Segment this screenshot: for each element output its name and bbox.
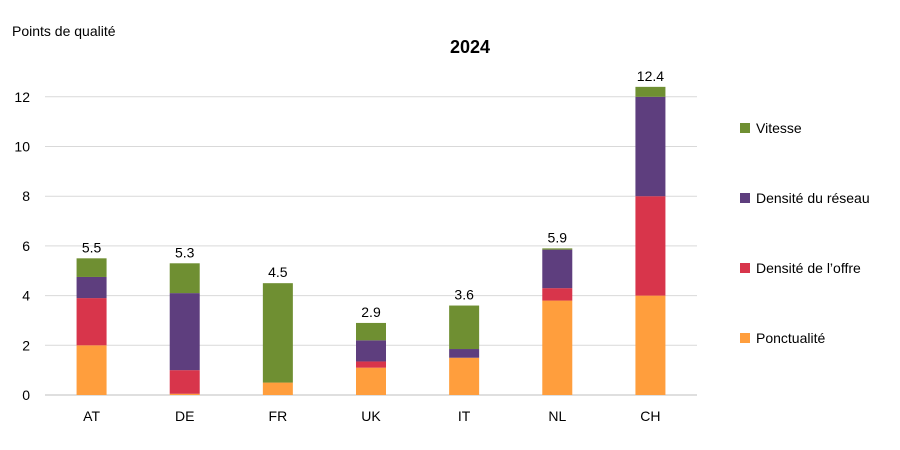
y-tick-label: 8: [22, 188, 30, 204]
total-label: 5.9: [548, 229, 568, 245]
x-tick-label: UK: [361, 408, 381, 424]
bar-segment: [449, 305, 480, 350]
bar-segment: [76, 276, 107, 299]
x-tick-label: NL: [548, 408, 566, 424]
legend-swatch: [740, 333, 750, 343]
bar-segment: [262, 283, 293, 383]
bar-segment: [356, 322, 386, 341]
bar-segment: [449, 357, 480, 395]
bar-segment: [169, 393, 200, 395]
legend-swatch: [740, 123, 750, 133]
legend-swatch: [740, 193, 750, 203]
legend-swatch: [740, 263, 750, 273]
x-tick-label: IT: [458, 408, 471, 424]
total-labels: 5.5 5.3 4.5 2.9 3.6 5.9 12.4: [82, 68, 664, 320]
bar-segment: [542, 249, 573, 289]
total-label: 5.5: [82, 239, 102, 255]
y-tick-label: 10: [14, 139, 30, 155]
legend-label: Densité de l’offre: [756, 260, 861, 276]
x-tick-label: DE: [175, 408, 194, 424]
legend-label: Ponctualité: [756, 330, 825, 346]
bar-segment: [635, 96, 666, 197]
bar-segment: [449, 349, 480, 358]
x-tick-label: CH: [640, 408, 660, 424]
bar-segment: [76, 298, 107, 346]
bar-segment: [356, 361, 386, 368]
bar-segment: [356, 367, 386, 395]
bar-segment: [262, 382, 293, 395]
chart-title: 2024: [450, 37, 490, 57]
bar-segment: [169, 370, 200, 394]
x-tick-labels: AT DE FR UK IT NL CH: [83, 408, 660, 424]
bar-segment: [635, 295, 666, 395]
bars: [76, 86, 666, 395]
total-label: 5.3: [175, 244, 195, 260]
legend: Vitesse Densité du réseau Densité de l’off…: [740, 120, 870, 346]
bar-segment: [542, 288, 573, 301]
legend-label: Densité du réseau: [756, 190, 870, 206]
y-axis-label: Points de qualité: [12, 23, 116, 39]
bar-segment: [169, 263, 200, 294]
bar-segment: [635, 196, 666, 296]
y-tick-label: 12: [14, 89, 30, 105]
y-tick-label: 4: [22, 288, 30, 304]
x-tick-label: AT: [83, 408, 100, 424]
bar-segment: [542, 300, 573, 395]
y-tick-label: 0: [22, 387, 30, 403]
bar-segment: [169, 293, 200, 371]
y-tick-labels: 0 2 4 6 8 10 12: [14, 89, 30, 403]
x-tick-label: FR: [269, 408, 288, 424]
gridlines: [45, 96, 697, 346]
total-label: 2.9: [361, 304, 381, 320]
y-tick-label: 6: [22, 238, 30, 254]
legend-label: Vitesse: [756, 120, 802, 136]
bar-segment: [542, 248, 573, 250]
bar-segment: [635, 86, 666, 97]
total-label: 3.6: [454, 287, 474, 303]
total-label: 12.4: [637, 68, 664, 84]
bar-segment: [356, 340, 386, 362]
y-tick-label: 2: [22, 337, 30, 353]
total-label: 4.5: [268, 264, 288, 280]
bar-segment: [76, 345, 107, 395]
bar-segment: [76, 258, 107, 277]
